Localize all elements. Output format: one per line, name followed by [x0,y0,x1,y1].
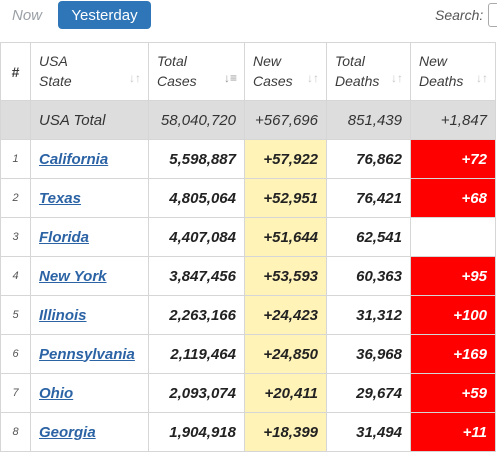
total-cases-cell: 3,847,456 [148,256,245,296]
total-cases-cell: 2,119,464 [148,334,245,374]
table-header-row: # USA State ↓↑ Total Cases ↓≡ New Cases ↓↑ … [0,42,496,101]
tab-now[interactable]: Now [12,7,43,24]
tab-yesterday[interactable]: Yesterday [58,1,151,29]
total-cases-cell: 2,093,074 [148,373,245,413]
new-deaths-cell: +11 [410,412,496,452]
state-link[interactable]: Illinois [39,306,87,324]
state-link[interactable]: New York [39,267,107,285]
row-index: 7 [0,373,31,413]
new-deaths-cell: +95 [410,256,496,296]
total-cases-cell: 1,904,918 [148,412,245,452]
new-cases-cell: +24,423 [244,295,327,335]
total-cases-cell: 58,040,720 [148,100,245,140]
total-cases-cell: 2,263,166 [148,295,245,335]
total-deaths-cell: 31,494 [326,412,411,452]
top-bar: Now Yesterday Search: [0,0,497,42]
col-header-new-cases[interactable]: New Cases ↓↑ [244,42,327,101]
row-index: 2 [0,178,31,218]
total-deaths-cell: 76,862 [326,139,411,179]
row-index: 6 [0,334,31,374]
total-deaths-cell: 62,541 [326,217,411,257]
total-deaths-cell: 76,421 [326,178,411,218]
state-link[interactable]: Georgia [39,423,96,441]
sort-icon: ↓↑ [129,71,141,85]
new-cases-cell: +53,593 [244,256,327,296]
search-input[interactable] [488,3,497,27]
table-row: 7 Ohio 2,093,074 +20,411 29,674 +59 [0,373,496,413]
state-link[interactable]: Florida [39,228,90,246]
search-label: Search: [435,7,484,23]
table-row: 1 California 5,598,887 +57,922 76,862 +7… [0,139,496,179]
total-state-cell: USA Total [30,100,149,140]
table-row: 3 Florida 4,407,084 +51,644 62,541 [0,217,496,257]
new-deaths-cell: +59 [410,373,496,413]
new-cases-cell: +51,644 [244,217,327,257]
sort-icon: ↓↑ [476,71,488,85]
row-index: 5 [0,295,31,335]
state-cell: California [30,139,149,179]
sort-icon: ↓↑ [391,71,403,85]
new-deaths-cell [410,217,496,257]
col-header-total-cases[interactable]: Total Cases ↓≡ [148,42,245,101]
total-cases-cell: 4,407,084 [148,217,245,257]
new-cases-cell: +24,850 [244,334,327,374]
state-cell: Florida [30,217,149,257]
col-header-new-deaths[interactable]: New Deaths ↓↑ [410,42,496,101]
total-row: USA Total 58,040,720 +567,696 851,439 +1… [0,100,496,140]
new-cases-cell: +52,951 [244,178,327,218]
state-link[interactable]: Texas [39,189,81,207]
total-cases-cell: 4,805,064 [148,178,245,218]
table-row: 4 New York 3,847,456 +53,593 60,363 +95 [0,256,496,296]
row-index: 3 [0,217,31,257]
state-cell: Pennsylvania [30,334,149,374]
total-deaths-cell: 851,439 [326,100,411,140]
sort-icon: ↓↑ [307,71,319,85]
state-cell: Texas [30,178,149,218]
new-deaths-cell: +100 [410,295,496,335]
state-link[interactable]: California [39,150,109,168]
table-row: 8 Georgia 1,904,918 +18,399 31,494 +11 [0,412,496,452]
new-cases-cell: +57,922 [244,139,327,179]
state-link[interactable]: Pennsylvania [39,345,135,363]
new-cases-cell: +18,399 [244,412,327,452]
states-table: # USA State ↓↑ Total Cases ↓≡ New Cases ↓↑ … [0,42,496,452]
new-deaths-cell: +68 [410,178,496,218]
row-index: 8 [0,412,31,452]
state-cell: New York [30,256,149,296]
new-deaths-cell: +169 [410,334,496,374]
col-header-index: # [0,42,31,101]
table-row: 5 Illinois 2,263,166 +24,423 31,312 +100 [0,295,496,335]
new-deaths-cell: +72 [410,139,496,179]
sort-desc-icon: ↓≡ [223,71,237,85]
state-cell: Ohio [30,373,149,413]
total-deaths-cell: 29,674 [326,373,411,413]
col-header-total-deaths[interactable]: Total Deaths ↓↑ [326,42,411,101]
row-index: 4 [0,256,31,296]
total-deaths-cell: 36,968 [326,334,411,374]
state-cell: Illinois [30,295,149,335]
row-index: 1 [0,139,31,179]
state-cell: Georgia [30,412,149,452]
total-index-cell [0,100,31,140]
table-row: 2 Texas 4,805,064 +52,951 76,421 +68 [0,178,496,218]
total-cases-cell: 5,598,887 [148,139,245,179]
total-new-deaths-cell: +1,847 [410,100,496,140]
col-header-state[interactable]: USA State ↓↑ [30,42,149,101]
total-deaths-cell: 60,363 [326,256,411,296]
new-cases-cell: +20,411 [244,373,327,413]
total-new-cases-cell: +567,696 [244,100,327,140]
table-row: 6 Pennsylvania 2,119,464 +24,850 36,968 … [0,334,496,374]
total-deaths-cell: 31,312 [326,295,411,335]
state-link[interactable]: Ohio [39,384,74,402]
